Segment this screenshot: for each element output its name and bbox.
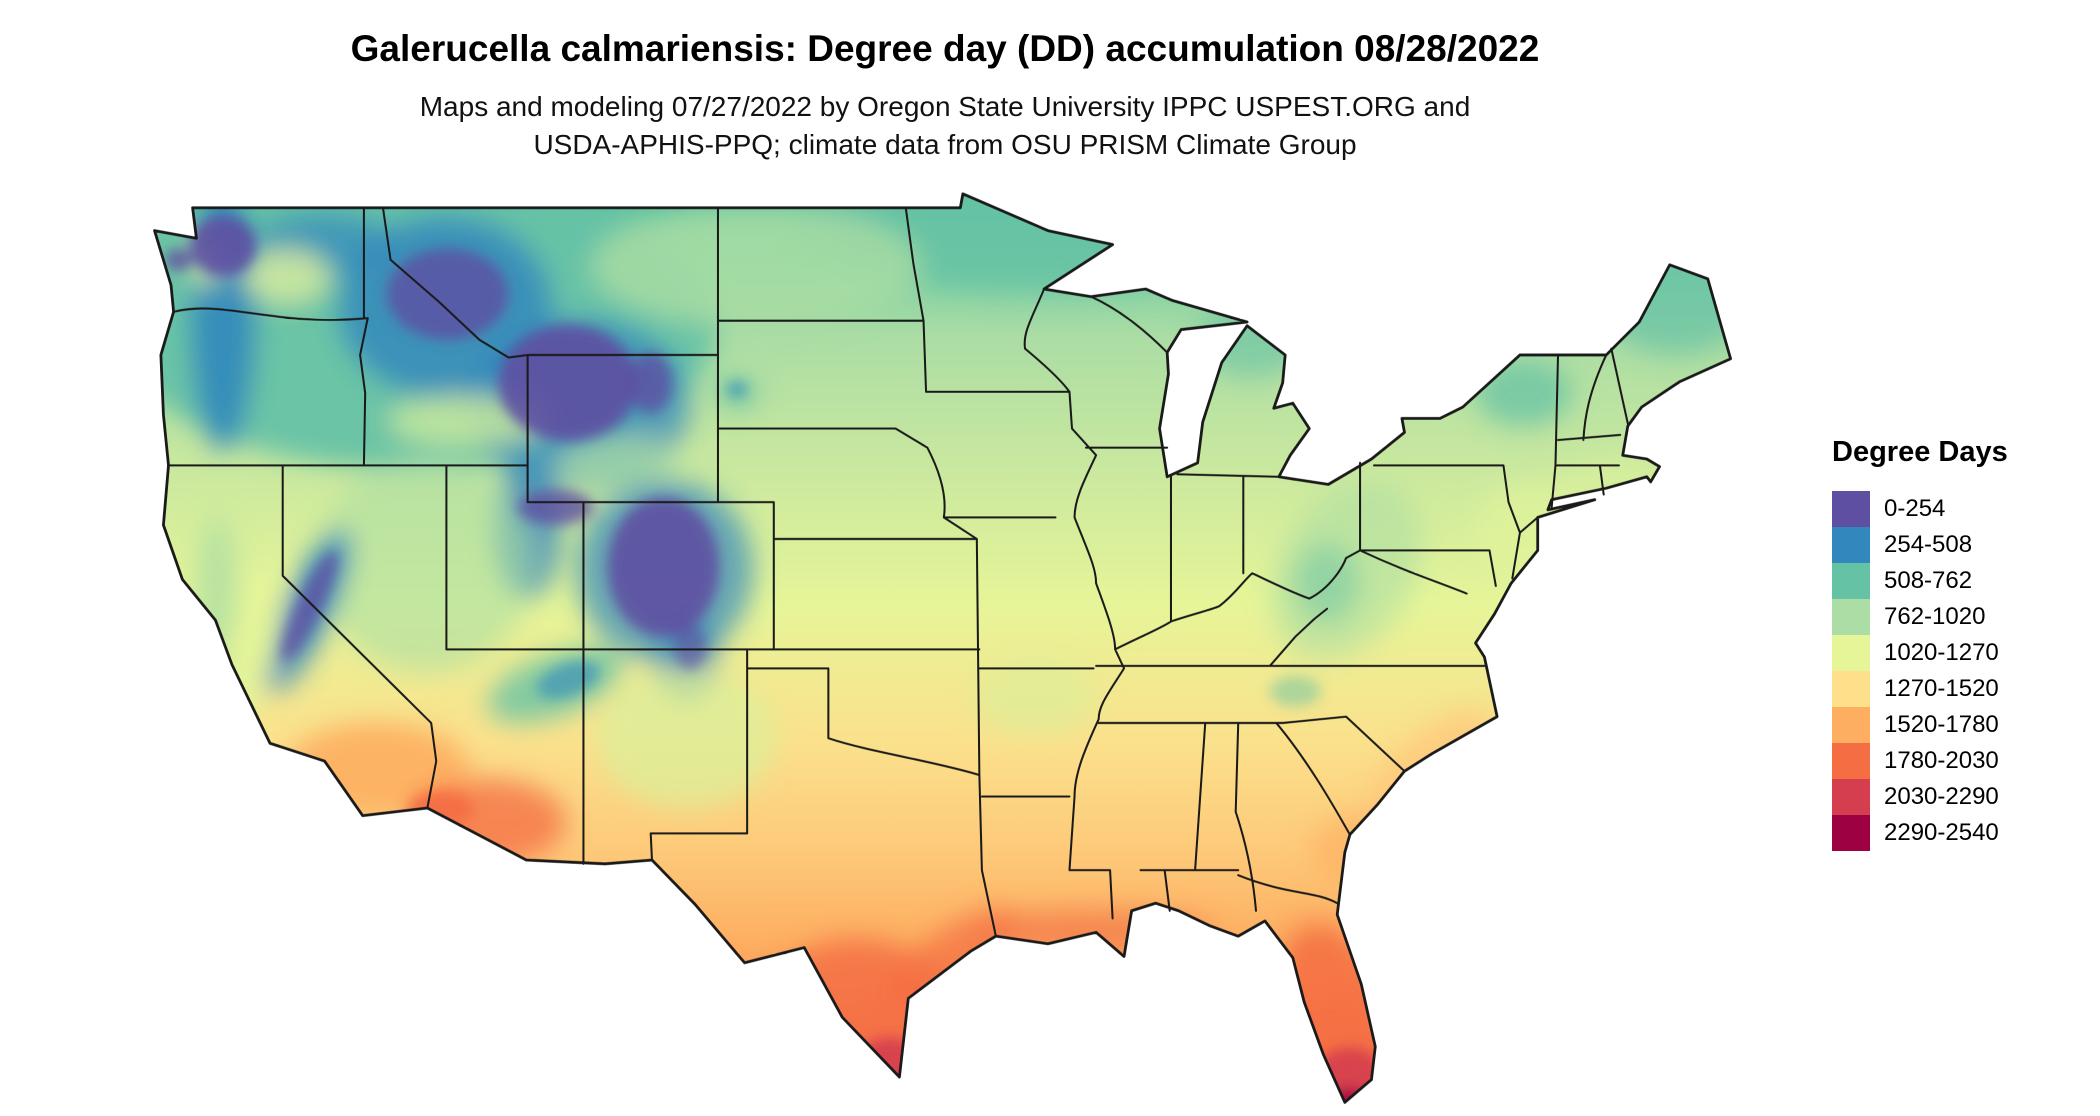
us-outline bbox=[153, 192, 1732, 1104]
legend-label: 1520-1780 bbox=[1884, 711, 1999, 738]
legend-label: 2290-2540 bbox=[1884, 819, 1999, 846]
legend-swatch bbox=[1832, 779, 1870, 815]
legend-label: 2030-2290 bbox=[1884, 783, 1999, 810]
page-title: Galerucella calmariensis: Degree day (DD… bbox=[350, 28, 1540, 69]
legend-swatch bbox=[1832, 491, 1870, 527]
legend: Degree Days 0-254 254-508 508-762 762-10… bbox=[1832, 436, 2008, 851]
subtitle-line-2: USDA-APHIS-PPQ; climate data from OSU PR… bbox=[533, 129, 1357, 160]
legend-swatch bbox=[1832, 527, 1870, 563]
legend-item: 254-508 bbox=[1832, 527, 2008, 563]
legend-swatch bbox=[1832, 743, 1870, 779]
state-borders bbox=[167, 206, 1629, 938]
legend-swatch bbox=[1832, 635, 1870, 671]
legend-swatch bbox=[1832, 815, 1870, 851]
legend-item: 0-254 bbox=[1832, 491, 2008, 527]
legend-label: 1780-2030 bbox=[1884, 747, 1999, 774]
legend-title: Degree Days bbox=[1832, 436, 2008, 468]
legend-swatch bbox=[1832, 563, 1870, 599]
page-subtitle: Maps and modeling 07/27/2022 by Oregon S… bbox=[0, 88, 1890, 164]
subtitle-line-1: Maps and modeling 07/27/2022 by Oregon S… bbox=[419, 91, 1471, 122]
legend-item: 508-762 bbox=[1832, 563, 2008, 599]
legend-item: 2290-2540 bbox=[1832, 815, 2008, 851]
legend-label: 0-254 bbox=[1884, 495, 1946, 522]
legend-item: 1520-1780 bbox=[1832, 707, 2008, 743]
legend-item: 2030-2290 bbox=[1832, 779, 2008, 815]
legend-label: 1270-1520 bbox=[1884, 675, 1999, 702]
us-map-svg bbox=[153, 192, 1732, 1104]
legend-swatch bbox=[1832, 599, 1870, 635]
legend-item: 1020-1270 bbox=[1832, 635, 2008, 671]
legend-item: 1780-2030 bbox=[1832, 743, 2008, 779]
legend-swatch bbox=[1832, 671, 1870, 707]
legend-label: 254-508 bbox=[1884, 531, 1973, 558]
legend-item: 1270-1520 bbox=[1832, 671, 2008, 707]
legend-swatch bbox=[1832, 707, 1870, 743]
legend-item: 762-1020 bbox=[1832, 599, 2008, 635]
us-degree-day-map bbox=[95, 190, 1785, 1110]
legend-label: 1020-1270 bbox=[1884, 639, 1999, 666]
legend-label: 508-762 bbox=[1884, 567, 1973, 594]
legend-label: 762-1020 bbox=[1884, 603, 1986, 630]
